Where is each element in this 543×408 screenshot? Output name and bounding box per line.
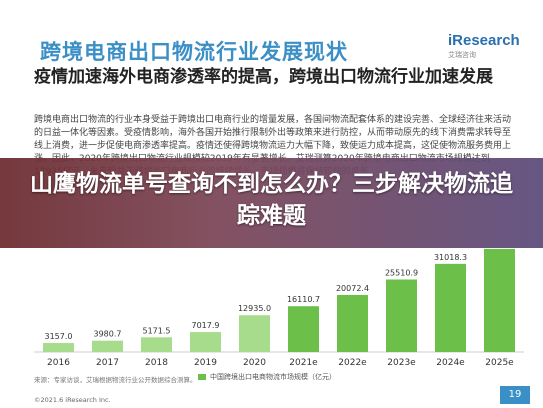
- x-tick-2025e: 2025e: [485, 358, 514, 368]
- bar-2023e: [386, 279, 417, 352]
- page-title: 跨境电商出口物流行业发展现状: [40, 40, 348, 64]
- data-label-2021e: 16110.7: [287, 295, 320, 304]
- logo-text: iResearch: [448, 32, 520, 49]
- x-tick-2024e: 2024e: [436, 358, 465, 368]
- x-tick-2021e: 2021e: [289, 358, 318, 368]
- x-tick-2022e: 2022e: [338, 358, 367, 368]
- data-label-2024e: 31018.3: [434, 253, 467, 262]
- overlay-banner: [0, 158, 543, 248]
- x-tick-2017: 2017: [96, 358, 119, 368]
- bar-2017: [92, 340, 123, 352]
- legend-label: 中国跨境出口电商物流市场规模（亿元）: [210, 373, 336, 381]
- data-label-2020: 12935.0: [238, 304, 271, 313]
- x-tick-2016: 2016: [47, 358, 70, 368]
- data-label-2023e: 25510.9: [385, 268, 418, 277]
- bar-2018: [141, 337, 172, 352]
- iresearch-logo: iResearch 艾瑞咨询: [448, 32, 520, 62]
- data-label-2017: 3980.7: [94, 330, 122, 339]
- logo-subtext: 艾瑞咨询: [448, 51, 476, 59]
- source-note: 来源：专家访谈，艾瑞根据物流行业公开数据综合测算。: [34, 376, 197, 384]
- bar-2016: [43, 343, 74, 352]
- page-number: 19: [500, 386, 530, 404]
- bar-2021e: [288, 306, 319, 352]
- x-tick-2018: 2018: [145, 358, 168, 368]
- chart-legend: 中国跨境出口电商物流市场规模（亿元）: [198, 372, 336, 382]
- data-label-2019: 7017.9: [192, 321, 220, 330]
- bar-2019: [190, 332, 221, 352]
- copyright: ©2021.6 iResearch Inc.: [34, 396, 111, 404]
- data-label-2018: 5171.5: [143, 326, 171, 335]
- x-tick-2023e: 2023e: [387, 358, 416, 368]
- bar-2025e: [484, 248, 515, 352]
- bar-chart-svg: 3157.0 2016 3980.7 2017 5171.5 2018 7017.9 2019…: [34, 248, 524, 368]
- banner-headline: 山鹰物流单号查询不到怎么办？三步解决物流追踪难题: [30, 171, 513, 229]
- data-label-2016: 3157.0: [45, 332, 73, 341]
- market-size-chart: 3157.0 2016 3980.7 2017 5171.5 2018 7017.9 2019…: [34, 240, 524, 372]
- x-tick-2020: 2020: [243, 358, 266, 368]
- x-tick-2019: 2019: [194, 358, 217, 368]
- data-label-2022e: 20072.4: [336, 284, 369, 293]
- bar-2024e: [435, 263, 466, 352]
- bar-2020: [239, 315, 270, 352]
- page-subtitle: 疫情加速海外电商渗透率的提高，跨境出口物流行业加速发展: [34, 67, 493, 87]
- legend-swatch: [198, 374, 206, 380]
- bar-2022e: [337, 294, 368, 352]
